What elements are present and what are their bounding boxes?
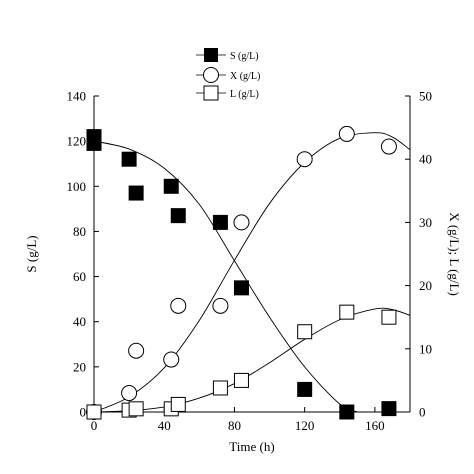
left-y-tick-label: 0	[80, 405, 87, 420]
x-tick-label: 80	[228, 418, 241, 433]
fit-curve-x	[93, 132, 411, 413]
left-y-tick-label: 20	[73, 359, 86, 374]
x-tick-label: 0	[91, 418, 98, 433]
point-s	[212, 214, 228, 230]
point-l	[212, 380, 228, 396]
point-s	[339, 404, 355, 420]
right-y-tick-label: 10	[419, 341, 432, 356]
point-s	[163, 178, 179, 194]
x-tick-label: 160	[365, 418, 385, 433]
point-l	[128, 401, 144, 417]
x-axis-title: Time (h)	[229, 439, 274, 454]
left-y-tick-label: 100	[67, 179, 87, 194]
legend-entry-l: L (g/L)	[196, 85, 259, 101]
point-s	[121, 151, 137, 167]
point-l	[233, 372, 249, 388]
point-l	[339, 304, 355, 320]
left-y-tick-label: 140	[67, 89, 87, 104]
point-s	[297, 381, 313, 397]
left-y-tick-label: 80	[73, 224, 86, 239]
point-l	[86, 404, 102, 420]
right-y-tick-label: 0	[419, 405, 426, 420]
fit-curve-s	[93, 140, 358, 413]
left-y-axis-title: S (g/L)	[24, 235, 39, 272]
point-x	[233, 214, 250, 231]
point-s	[86, 135, 102, 151]
data-markers	[86, 125, 397, 420]
plot-frame	[93, 96, 411, 413]
right-y-tick-label: 20	[419, 278, 432, 293]
point-s	[170, 208, 186, 224]
point-x	[170, 297, 187, 314]
x-tick-label: 40	[158, 418, 171, 433]
legend-marker-open-square	[203, 85, 219, 101]
point-x	[212, 297, 229, 314]
point-x	[121, 385, 138, 402]
left-y-tick-label: 60	[73, 269, 86, 284]
right-y-tick-label: 30	[419, 215, 432, 230]
point-s	[233, 280, 249, 296]
point-l	[297, 324, 313, 340]
right-y-ticks: 0 10 20 30 40 50	[405, 89, 432, 420]
legend: S (g/L) X (g/L) L (g/L)	[196, 48, 260, 101]
point-l	[381, 309, 397, 325]
point-x	[128, 342, 145, 359]
legend-entry-x: X (g/L)	[196, 67, 260, 83]
right-y-axis-title: X (g/L); L (g/L)	[447, 212, 462, 296]
point-x	[296, 151, 313, 168]
legend-label-s: S (g/L)	[230, 51, 259, 62]
point-s	[128, 185, 144, 201]
left-y-ticks: 0 20 40 60 80 100 120 140	[67, 89, 99, 420]
right-y-tick-label: 40	[419, 152, 432, 167]
point-l	[170, 396, 186, 412]
legend-label-l: L (g/L)	[230, 89, 259, 100]
legend-entry-s: S (g/L)	[196, 48, 259, 62]
legend-marker-filled-square	[204, 48, 218, 62]
fit-curve-l	[93, 307, 411, 413]
x-tick-label: 120	[295, 418, 315, 433]
point-x	[163, 351, 180, 368]
point-x	[380, 138, 397, 155]
point-x	[338, 125, 355, 142]
point-s	[381, 401, 397, 417]
legend-marker-open-circle	[203, 67, 219, 83]
right-y-tick-label: 50	[419, 89, 432, 104]
fit-curves	[93, 132, 411, 413]
legend-label-x: X (g/L)	[230, 71, 260, 82]
x-ticks: 0 40 80 120 160	[91, 407, 385, 433]
left-y-tick-label: 40	[73, 314, 86, 329]
left-y-tick-label: 120	[67, 134, 87, 149]
